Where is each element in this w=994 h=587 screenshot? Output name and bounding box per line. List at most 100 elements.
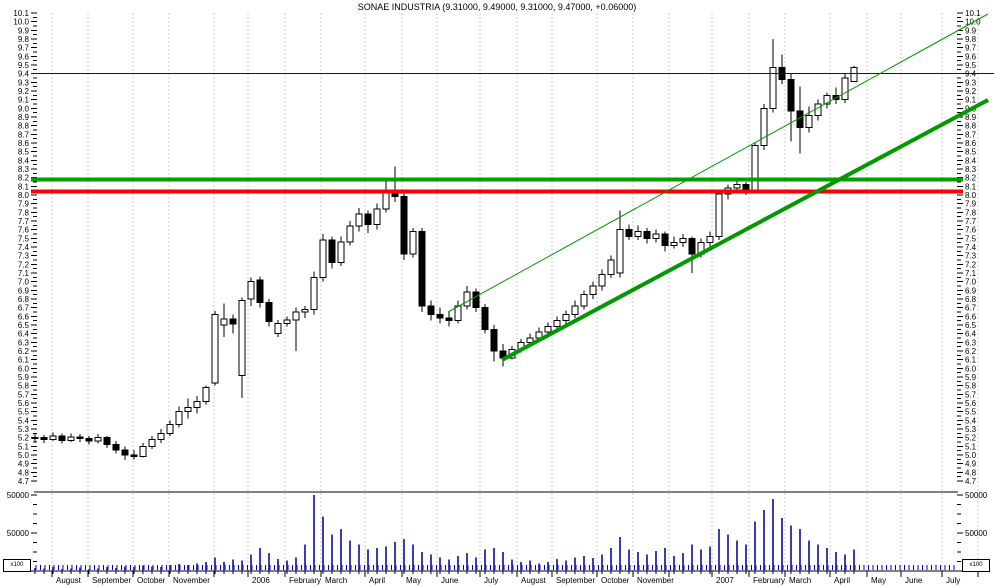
price-label-left: 8.1 xyxy=(18,182,30,191)
candle xyxy=(319,234,327,282)
candle xyxy=(841,73,849,104)
volume-bar xyxy=(412,544,414,571)
volume-bar xyxy=(700,549,702,571)
price-label-left: 8.9 xyxy=(18,113,30,122)
month-label: February xyxy=(753,576,785,585)
candle xyxy=(454,300,462,324)
candle-body-up xyxy=(346,225,354,243)
price-label-left: 5.5 xyxy=(18,408,30,417)
month-label: October xyxy=(137,576,166,585)
price-label-right: 8.0 xyxy=(965,191,977,200)
volume-bar xyxy=(97,568,99,571)
candle-body-up xyxy=(283,319,291,324)
candle xyxy=(229,314,237,334)
volume-bar xyxy=(664,548,666,571)
candle-body-up xyxy=(760,107,768,147)
candle-body-up xyxy=(562,314,570,322)
candle-body-up xyxy=(337,241,345,264)
volume-bar xyxy=(484,549,486,571)
volume-bar xyxy=(628,549,630,571)
candle xyxy=(616,210,624,278)
candle-body-up xyxy=(310,276,318,310)
price-label-left: 4.8 xyxy=(18,468,30,477)
month-label: February xyxy=(289,576,321,585)
candle xyxy=(499,344,507,367)
candles xyxy=(31,39,858,461)
price-label-right: 8.8 xyxy=(965,122,977,131)
volume-bar xyxy=(682,552,684,571)
volume-bar xyxy=(52,567,54,571)
price-label-right: 8.7 xyxy=(965,130,977,139)
volume-bar xyxy=(439,557,441,571)
candle-body-down xyxy=(103,437,111,446)
candle xyxy=(139,442,147,458)
candle-body-up xyxy=(553,320,561,328)
price-label-left: 6.4 xyxy=(18,330,30,339)
candle xyxy=(49,432,57,442)
price-label-left: 6.2 xyxy=(18,347,30,356)
price-label-left: 7.1 xyxy=(18,269,30,278)
price-label-left: 5.0 xyxy=(18,451,30,460)
candle xyxy=(562,310,570,325)
candle-body-up xyxy=(805,114,813,128)
price-label-right: 10.1 xyxy=(965,9,981,18)
volume-axis: 50000 50000 50000 50000 xyxy=(7,491,988,562)
candle xyxy=(706,231,714,247)
candle xyxy=(409,227,417,258)
month-label: 2006 xyxy=(252,576,270,585)
candle-body-up xyxy=(148,438,156,447)
candle-body-down xyxy=(661,233,669,246)
candle-body-up xyxy=(247,281,255,300)
volume-bar xyxy=(169,564,171,571)
volume-bar xyxy=(475,557,477,571)
price-label-right: 7.0 xyxy=(965,278,977,287)
price-label-left: 7.2 xyxy=(18,260,30,269)
candle xyxy=(175,406,183,428)
candle xyxy=(40,435,48,443)
price-label-right: 7.8 xyxy=(965,208,977,217)
volume-bar xyxy=(727,534,729,571)
price-label-right: 5.2 xyxy=(965,434,977,443)
candle xyxy=(571,300,579,319)
price-label-right: 9.9 xyxy=(965,26,977,35)
price-label-left: 8.4 xyxy=(18,156,30,165)
volume-bar xyxy=(367,549,369,571)
volume-bar xyxy=(529,560,531,571)
price-label-right: 7.2 xyxy=(965,260,977,269)
price-label-left: 6.7 xyxy=(18,304,30,313)
candle-body-up xyxy=(841,77,849,101)
candle xyxy=(76,434,84,442)
month-label: March xyxy=(325,576,347,585)
thick-green-trendline xyxy=(501,98,989,362)
volume-bar xyxy=(43,568,45,571)
volume-bar xyxy=(277,558,279,571)
candle xyxy=(103,435,111,449)
candle-body-up xyxy=(670,242,678,246)
price-label-left: 6.5 xyxy=(18,321,30,330)
price-label-right: 8.9 xyxy=(965,113,977,122)
candle xyxy=(751,143,759,194)
thin-green-trendline xyxy=(447,13,989,313)
price-label-left: 8.0 xyxy=(18,191,30,200)
volume-bar xyxy=(340,529,342,571)
candle-body-up xyxy=(184,406,192,413)
candle xyxy=(328,236,336,269)
candle-body-up xyxy=(211,314,219,384)
volume-bar xyxy=(313,495,315,571)
candle-body-down xyxy=(256,279,264,303)
candle xyxy=(760,104,768,150)
volume-bar xyxy=(295,557,297,571)
volume-bar xyxy=(394,542,396,571)
volume-bar xyxy=(448,559,450,571)
price-label-right: 8.1 xyxy=(965,182,977,191)
price-label-left: 5.6 xyxy=(18,399,30,408)
volume-bar xyxy=(835,552,837,571)
candle-body-up xyxy=(193,400,201,408)
volume-bar xyxy=(790,525,792,571)
candle xyxy=(274,319,282,338)
volume-bar xyxy=(502,552,504,571)
price-label-left: 6.8 xyxy=(18,295,30,304)
volume-bars xyxy=(34,495,855,571)
volume-bar xyxy=(421,552,423,571)
